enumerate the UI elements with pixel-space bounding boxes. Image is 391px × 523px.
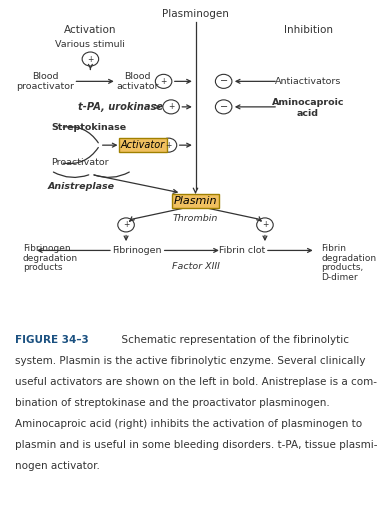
Text: Aminocaproic: Aminocaproic <box>272 98 344 107</box>
Text: products: products <box>23 264 62 272</box>
Text: +: + <box>160 77 167 86</box>
Text: Aminocaproic acid (right) inhibits the activation of plasminogen to: Aminocaproic acid (right) inhibits the a… <box>15 419 362 429</box>
Text: −: − <box>220 102 228 112</box>
Text: +: + <box>168 103 174 111</box>
Text: Proactivator: Proactivator <box>51 158 109 167</box>
Text: degradation: degradation <box>23 254 78 263</box>
Text: Blood
proactivator: Blood proactivator <box>16 72 74 91</box>
Text: Thrombin: Thrombin <box>173 214 218 223</box>
Text: +: + <box>262 220 268 230</box>
Text: Fibrin: Fibrin <box>321 244 346 253</box>
Text: Antiactivators: Antiactivators <box>275 77 341 86</box>
Text: Schematic representation of the fibrinolytic: Schematic representation of the fibrinol… <box>115 335 349 345</box>
Text: acid: acid <box>297 109 319 118</box>
Text: system. Plasmin is the active fibrinolytic enzyme. Several clinically: system. Plasmin is the active fibrinolyt… <box>15 356 366 366</box>
Text: Fibrinogen: Fibrinogen <box>113 246 162 255</box>
Text: Fibrinogen: Fibrinogen <box>23 244 70 253</box>
Text: plasmin and is useful in some bleeding disorders. t-PA, tissue plasmi-: plasmin and is useful in some bleeding d… <box>15 440 378 450</box>
Text: Plasminogen: Plasminogen <box>162 9 229 19</box>
Text: degradation: degradation <box>321 254 377 263</box>
Text: Factor XIII: Factor XIII <box>172 262 219 271</box>
Text: D-dimer: D-dimer <box>321 273 358 282</box>
Text: bination of streptokinase and the proactivator plasminogen.: bination of streptokinase and the proact… <box>15 398 330 408</box>
Text: +: + <box>87 54 93 63</box>
Text: Various stimuli: Various stimuli <box>56 40 126 49</box>
Text: nogen activator.: nogen activator. <box>15 461 100 471</box>
Text: Blood
activator: Blood activator <box>116 72 159 91</box>
Text: Streptokinase: Streptokinase <box>51 123 126 132</box>
Text: −: − <box>220 76 228 86</box>
Text: useful activators are shown on the left in bold. Anistreplase is a com-: useful activators are shown on the left … <box>15 377 377 387</box>
Text: Activator: Activator <box>121 140 165 150</box>
Text: +: + <box>123 220 129 230</box>
Text: Fibrin clot: Fibrin clot <box>219 246 265 255</box>
Text: Plasmin: Plasmin <box>174 196 217 206</box>
Text: Anistreplase: Anistreplase <box>47 183 115 191</box>
Text: t-PA, urokinase: t-PA, urokinase <box>78 102 163 112</box>
Text: products,: products, <box>321 264 364 272</box>
Text: +: + <box>165 141 172 150</box>
Text: Inhibition: Inhibition <box>283 25 333 36</box>
Text: FIGURE 34–3: FIGURE 34–3 <box>15 335 89 345</box>
Text: Activation: Activation <box>64 25 117 36</box>
